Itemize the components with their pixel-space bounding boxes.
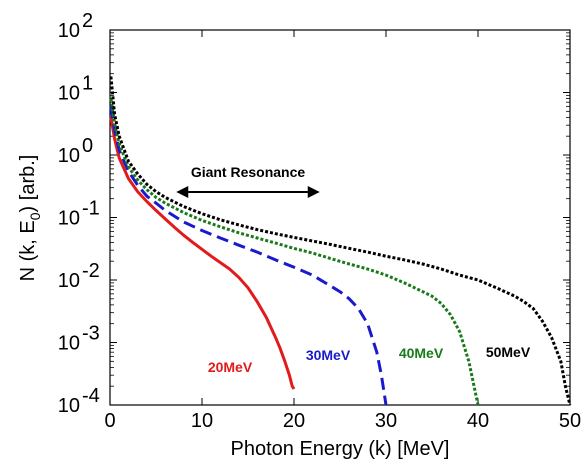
series-label-50mev: 50MeV <box>486 344 531 360</box>
y-tick-label: 10 <box>58 395 80 417</box>
series-layer <box>109 76 572 406</box>
y-tick-label: 10 <box>58 145 80 167</box>
giant-resonance-annotation: Giant Resonance <box>176 164 320 198</box>
series-line-30mev <box>109 106 388 406</box>
x-tick-label: 40 <box>467 410 489 432</box>
y-tick-exponent: -2 <box>82 260 100 282</box>
series-label-30mev: 30MeV <box>306 347 351 363</box>
arrow-head-right <box>307 186 320 198</box>
y-tick-label: 10 <box>58 20 80 42</box>
x-tick-label: 20 <box>283 410 305 432</box>
series-label-40mev: 40MeV <box>399 345 444 361</box>
x-tick-label: 10 <box>191 410 213 432</box>
x-tick-label: 30 <box>375 410 397 432</box>
x-tick-label: 50 <box>559 410 581 432</box>
series-line-50mev <box>109 76 572 406</box>
x-tick-label: 0 <box>104 410 115 432</box>
y-tick-label: 10 <box>58 270 80 292</box>
y-axis-label-tail: ) [arb.] <box>17 155 39 213</box>
y-tick-exponent: 1 <box>82 73 93 95</box>
y-tick-exponent: -1 <box>82 198 100 220</box>
y-tick-exponent: 0 <box>82 135 93 157</box>
y-tick-label: 10 <box>58 208 80 230</box>
y-axis-label-sub: 0 <box>27 212 43 220</box>
y-tick-label: 10 <box>58 333 80 355</box>
y-axis-label: N (k, E0) [arb.] <box>17 155 43 282</box>
y-tick-exponent: -4 <box>82 385 100 407</box>
x-axis-ticks: 0 10 20 30 40 50 <box>104 30 581 432</box>
y-tick-exponent: 2 <box>82 10 93 32</box>
y-axis-label-main: N (k, E <box>17 220 39 281</box>
x-axis-label: Photon Energy (k) [MeV] <box>231 438 450 459</box>
annotation-giant-resonance: Giant Resonance <box>191 164 306 180</box>
series-label-20mev: 20MeV <box>208 359 253 375</box>
arrow-head-left <box>176 186 189 198</box>
y-tick-label: 10 <box>58 83 80 105</box>
series-line-20mev <box>109 117 296 390</box>
y-tick-exponent: -3 <box>82 323 100 345</box>
series-line-40mev <box>109 98 480 406</box>
